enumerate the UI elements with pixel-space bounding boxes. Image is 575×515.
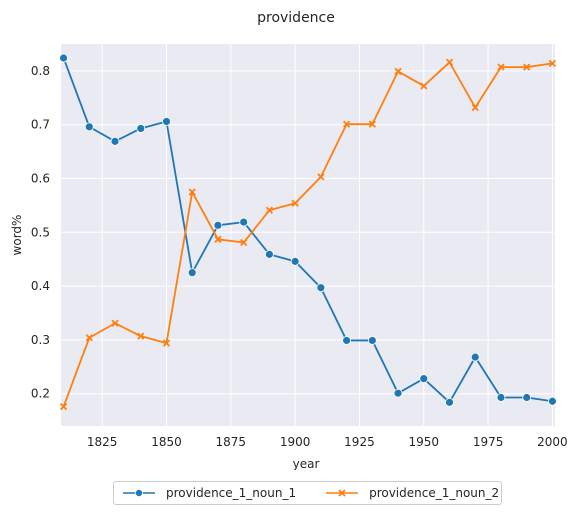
legend-item-series-2: providence_1_noun_2 [324, 486, 499, 500]
data-point [291, 199, 299, 207]
legend: providence_1_noun_1 providence_1_noun_2 [113, 481, 502, 505]
grid-lines [61, 44, 555, 426]
data-point [290, 256, 300, 266]
series-1 [59, 53, 557, 407]
chart-title: providence [257, 10, 335, 26]
data-point [367, 336, 377, 345]
data-point [393, 388, 403, 398]
data-point [136, 124, 146, 133]
legend-label-series-1: providence_1_noun_1 [166, 486, 297, 500]
data-point [188, 188, 196, 196]
x-tick-label: 1900 [280, 435, 311, 449]
y-tick-label: 0.7 [31, 118, 50, 132]
data-point [213, 220, 223, 230]
data-point [111, 319, 119, 327]
y-axis-label: word% [10, 215, 24, 256]
x-tick-label: 1925 [344, 435, 375, 449]
data-point [84, 122, 94, 132]
data-point [59, 402, 68, 411]
data-point [137, 332, 145, 340]
data-point [265, 249, 274, 259]
data-point [548, 396, 557, 406]
x-tick-labels: 1825 1850 1875 1900 1925 1950 1975 2000 [87, 435, 568, 449]
data-point [342, 120, 351, 128]
data-point [548, 59, 557, 68]
data-point [316, 283, 326, 293]
y-tick-label: 0.3 [31, 333, 50, 347]
data-point [522, 393, 532, 402]
x-tick-label: 2000 [537, 435, 568, 449]
data-point [239, 217, 249, 227]
data-point [162, 339, 171, 347]
data-point [265, 206, 274, 214]
data-point [419, 374, 429, 384]
data-point [214, 235, 222, 243]
legend-swatch-circle-icon [123, 489, 155, 497]
line-chart: providence 1825 1850 1875 1900 1925 1950 1975 2… [10, 10, 568, 470]
data-point [317, 173, 325, 181]
series-line [62, 57, 553, 404]
y-tick-labels: 0.2 0.3 0.4 0.5 0.6 0.7 0.8 [31, 64, 50, 401]
series-layer [59, 53, 557, 411]
plot-area [61, 44, 555, 426]
series-2 [59, 58, 557, 411]
data-point [394, 67, 402, 76]
data-point [240, 238, 248, 247]
data-point [110, 136, 120, 146]
y-tick-label: 0.6 [31, 172, 50, 186]
data-point [342, 336, 351, 345]
x-tick-label: 1825 [87, 435, 118, 449]
data-point [523, 63, 531, 71]
data-point [59, 53, 68, 63]
y-tick-label: 0.4 [31, 279, 50, 293]
x-tick-label: 1850 [151, 435, 182, 449]
x-tick-label: 1950 [409, 435, 440, 449]
data-point [187, 268, 197, 278]
data-point [471, 103, 479, 112]
data-point [445, 397, 454, 407]
x-axis-label: year [293, 457, 320, 470]
y-tick-label: 0.8 [31, 64, 50, 78]
y-tick-label: 0.5 [31, 225, 50, 239]
x-tick-label: 1975 [473, 435, 504, 449]
data-point [85, 334, 93, 342]
data-point [162, 117, 171, 126]
data-point [368, 120, 376, 128]
y-tick-label: 0.2 [31, 387, 50, 401]
data-point [497, 63, 505, 71]
data-point [420, 82, 428, 90]
legend-swatch-x-icon [326, 489, 359, 497]
series-line [62, 61, 553, 407]
x-tick-label: 1875 [216, 435, 247, 449]
data-point [470, 352, 480, 362]
legend-item-series-1: providence_1_noun_1 [121, 486, 296, 500]
legend-label-series-2: providence_1_noun_2 [369, 486, 500, 500]
data-point [445, 58, 454, 66]
data-point [496, 393, 506, 402]
